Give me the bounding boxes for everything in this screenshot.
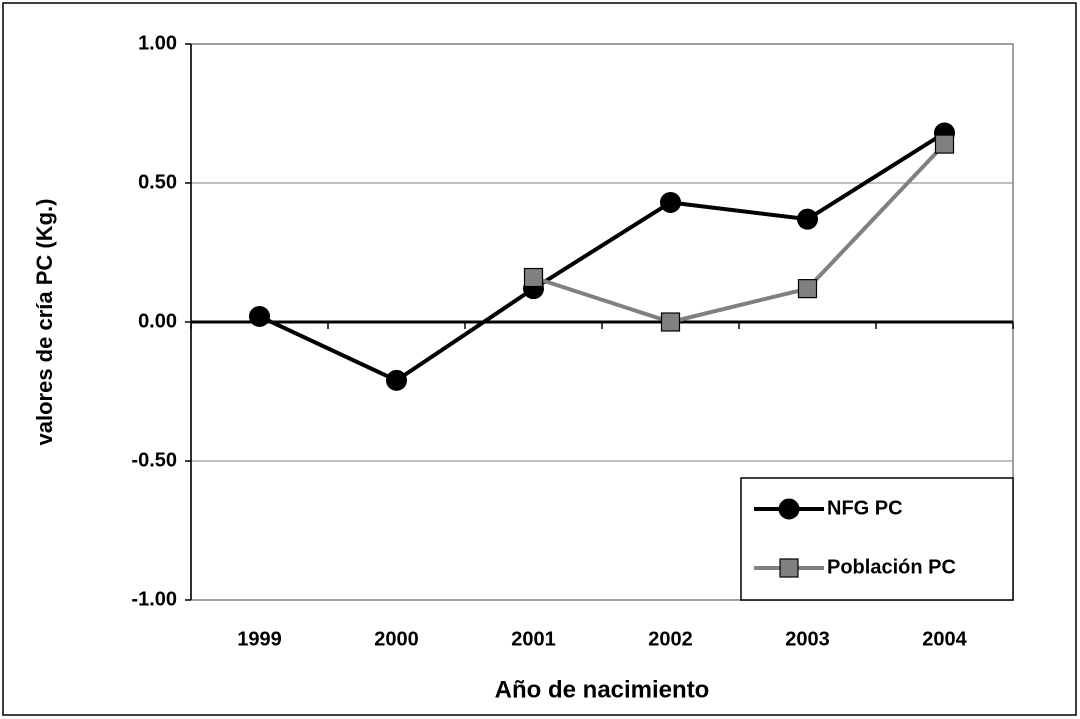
y-tick-label: 0.50	[138, 171, 177, 193]
legend: NFG PC Población PC	[740, 477, 1014, 601]
point	[797, 208, 818, 230]
point	[249, 305, 270, 327]
x-tick-label: 2002	[648, 628, 693, 650]
series-line	[258, 131, 946, 383]
x-tick-label: 2001	[511, 628, 556, 650]
legend-box	[740, 477, 1014, 601]
point	[779, 558, 799, 578]
point	[797, 279, 818, 299]
x-tick-label: 2000	[374, 628, 419, 650]
x-axis-title: Año de nacimiento	[495, 676, 710, 703]
point	[660, 312, 681, 332]
y-tick-label: 0.00	[138, 310, 177, 332]
y-tick-label: -1.00	[131, 588, 177, 610]
point	[523, 267, 544, 288]
y-tick-label: 1.00	[138, 32, 177, 54]
legend-label: NFG PC	[827, 497, 903, 519]
point	[660, 191, 681, 213]
point	[386, 369, 407, 391]
series-line	[532, 142, 946, 324]
y-tick-label: -0.50	[131, 449, 177, 471]
point	[934, 134, 955, 154]
x-tick-label: 2004	[922, 628, 967, 650]
y-axis-title: valores de cría PC (Kg.)	[32, 199, 57, 446]
x-tick-label: 1999	[237, 628, 282, 650]
x-tick-label: 2003	[785, 628, 830, 650]
point	[778, 498, 800, 520]
legend-label: Población PC	[827, 556, 956, 578]
